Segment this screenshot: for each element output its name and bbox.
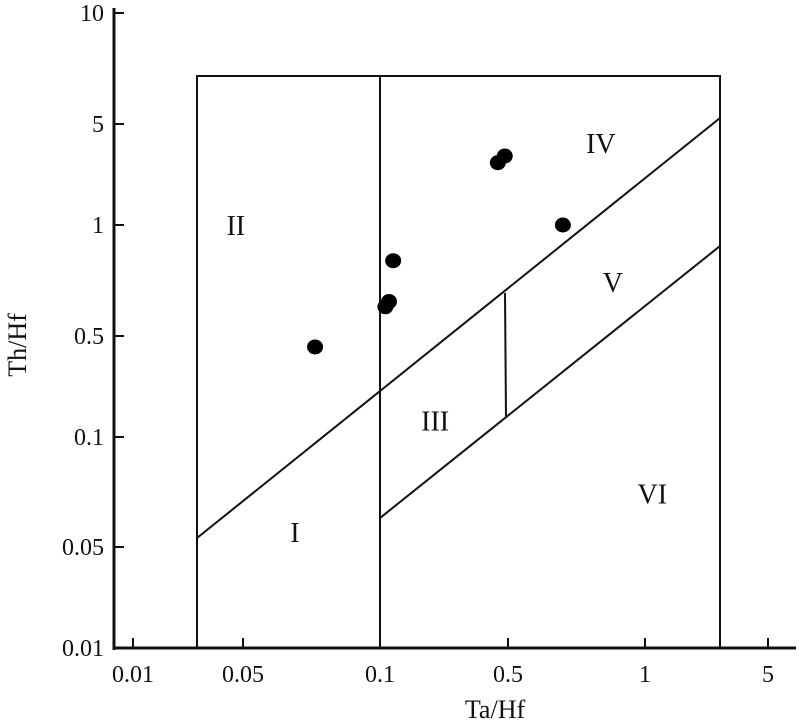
field-outer-box [196, 75, 721, 649]
axes [112, 8, 796, 650]
data-point [385, 253, 402, 269]
x-tick-label: 5 [762, 662, 774, 688]
y-tick-label: 0.1 [74, 425, 104, 451]
data-point [307, 339, 324, 355]
data-point [381, 294, 398, 310]
y-tick-label: 0.01 [62, 636, 104, 662]
data-point [496, 148, 513, 164]
region-label-vi: VI [638, 480, 668, 511]
region-label-i: I [290, 518, 299, 549]
region-label-v: V [603, 268, 623, 299]
field-boundary-lower [379, 245, 721, 519]
x-tick-label: 0.01 [112, 662, 154, 688]
field-boundary-upper [196, 117, 721, 539]
data-point [554, 217, 571, 233]
y-tick-label: 10 [80, 1, 104, 27]
classification-fields [196, 75, 721, 649]
y-tick-label: 0.5 [74, 324, 104, 350]
region-label-iv: IV [586, 129, 616, 160]
region-label-ii: II [226, 211, 245, 242]
x-ticks: 0.01 0.05 0.1 0.5 1 5 [112, 638, 774, 688]
x-tick-label: 0.05 [222, 662, 264, 688]
x-tick-label: 0.1 [365, 662, 395, 688]
region-label-iii: III [421, 407, 449, 438]
y-axis-title: Th/Hf [3, 313, 32, 377]
x-tick-label: 0.5 [493, 662, 523, 688]
y-tick-label: 1 [92, 213, 104, 239]
y-tick-label: 5 [92, 112, 104, 138]
field-divider-short [504, 292, 507, 418]
x-tick-label: 1 [639, 662, 651, 688]
x-axis-title: Ta/Hf [465, 695, 526, 723]
data-points [307, 148, 571, 355]
y-ticks: 0.01 0.05 0.1 0.5 1 5 10 [62, 1, 124, 662]
y-tick-label: 0.05 [62, 535, 104, 561]
